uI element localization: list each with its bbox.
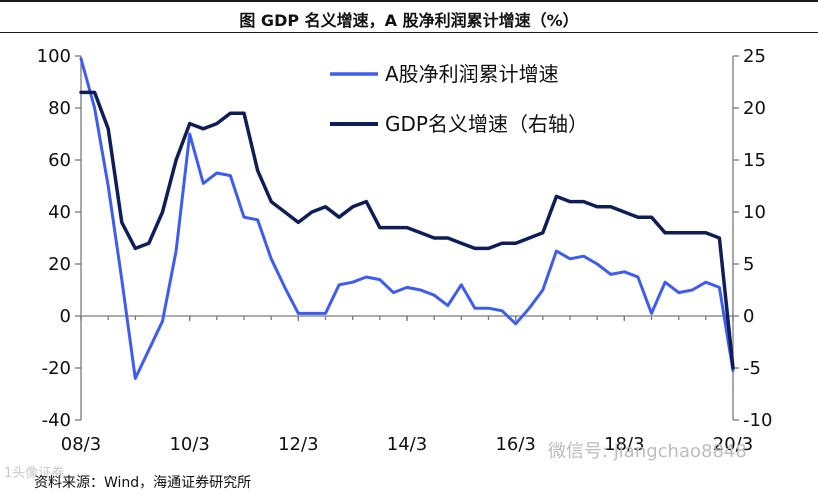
right-tick-label: 20	[743, 98, 766, 119]
right-tick-label: 0	[743, 306, 754, 327]
x-tick-label: 10/3	[169, 434, 209, 455]
right-tick-label: -10	[743, 410, 772, 431]
x-tick-label: 14/3	[387, 434, 427, 455]
right-tick-label: -5	[743, 358, 761, 379]
x-tick-label: 18/3	[604, 434, 644, 455]
axes-layer: 100 80 60 40 20 0 -20 -40 25 20 15 10 5 0 -5 -10 08/3 10/…	[37, 46, 773, 455]
legend-label-0: A股净利润累计增速	[385, 62, 559, 86]
left-tick-label: 40	[48, 202, 71, 223]
watermark-left: 1头像证券	[4, 466, 65, 481]
series-line-profit	[79, 57, 735, 380]
left-tick-label: 0	[60, 306, 71, 327]
left-tick-label: -40	[42, 410, 71, 431]
right-tick-label: 5	[743, 254, 754, 275]
source-note: 资料来源：Wind，海通证券研究所	[34, 475, 252, 491]
x-tick-label: 20/3	[713, 434, 753, 455]
right-tick-label: 15	[743, 150, 766, 171]
chart-header: 图 GDP 名义增速，A 股净利润累计增速（%）	[0, 0, 818, 34]
left-tick-label: -20	[42, 358, 71, 379]
series-line-gdp	[79, 90, 735, 370]
right-tick-label: 10	[743, 202, 766, 223]
left-tick-label: 100	[37, 46, 71, 67]
dual-axis-line-chart: 100 80 60 40 20 0 -20 -40 25 20 15 10 5 0 -5 -10 08/3 10/…	[37, 46, 773, 455]
header-top-rule	[0, 0, 818, 2]
chart-title: 图 GDP 名义增速，A 股净利润累计增速（%）	[239, 11, 579, 30]
right-tick-label: 25	[743, 46, 766, 67]
left-tick-label: 60	[48, 150, 71, 171]
watermark-right: 微信号: jiangchao8848	[548, 441, 747, 462]
x-tick-label: 08/3	[61, 434, 101, 455]
legend-label-1: GDP名义增速（右轴）	[385, 112, 588, 136]
left-tick-label: 20	[48, 254, 71, 275]
header-bottom-rule	[0, 32, 818, 33]
legend: A股净利润累计增速 GDP名义增速（右轴）	[330, 62, 588, 136]
left-tick-label: 80	[48, 98, 71, 119]
series-layer	[79, 57, 735, 380]
x-tick-label: 16/3	[495, 434, 535, 455]
x-tick-label: 12/3	[278, 434, 318, 455]
